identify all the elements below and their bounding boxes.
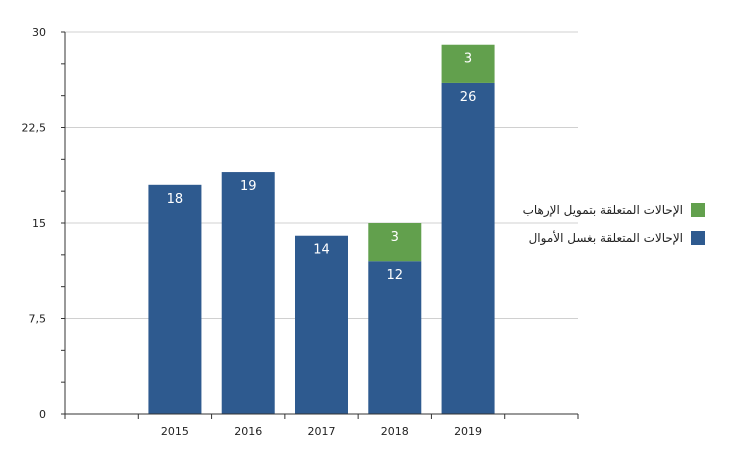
bar-value-label: 12 [387, 268, 404, 283]
bar-segment [441, 44, 495, 83]
y-tick-label: 0 [39, 408, 46, 421]
bar-segment [295, 235, 348, 414]
y-tick-label: 30 [32, 26, 46, 39]
bar-value-label: 3 [391, 230, 399, 245]
bar-value-label: 14 [313, 243, 330, 258]
bar-value-label: 18 [167, 192, 184, 207]
x-tick-label: 2015 [161, 425, 189, 438]
bars [148, 44, 495, 414]
bar-value-label: 26 [460, 90, 477, 105]
legend-item-money-laundering: الإحالات المتعلقة بغسل الأموال [490, 228, 705, 248]
x-tick-label: 2019 [454, 425, 482, 438]
axes [61, 31, 579, 419]
legend-item-terrorism-financing: الإحالات المتعلقة بتمويل الإرهاب [490, 200, 705, 220]
bar-value-labels: 18 19 14 12 3 26 3 [167, 52, 477, 283]
legend-swatch-terrorism-financing [691, 203, 705, 217]
y-tick-label: 15 [32, 217, 46, 230]
legend: الإحالات المتعلقة بتمويل الإرهاب الإحالا… [490, 200, 705, 256]
x-tick-label: 2016 [234, 425, 262, 438]
legend-label-terrorism-financing: الإحالات المتعلقة بتمويل الإرهاب [522, 203, 683, 217]
y-tick-label: 7,5 [29, 313, 47, 326]
y-tick-labels: 0 7,5 15 22,5 30 [22, 26, 47, 421]
bar-value-label: 3 [464, 52, 472, 67]
bar-segment [221, 172, 275, 414]
x-tick-labels: 2015 2016 2017 2018 2019 [161, 425, 482, 438]
x-tick-label: 2018 [381, 425, 409, 438]
legend-swatch-money-laundering [691, 231, 705, 245]
x-tick-label: 2017 [308, 425, 336, 438]
legend-label-money-laundering: الإحالات المتعلقة بغسل الأموال [528, 231, 683, 245]
bar-segment [148, 184, 202, 414]
bar-segment [441, 82, 495, 414]
bar-segment [368, 223, 422, 262]
y-tick-label: 22,5 [22, 122, 47, 135]
bar-value-label: 19 [240, 179, 257, 194]
bar-segment [368, 261, 422, 414]
